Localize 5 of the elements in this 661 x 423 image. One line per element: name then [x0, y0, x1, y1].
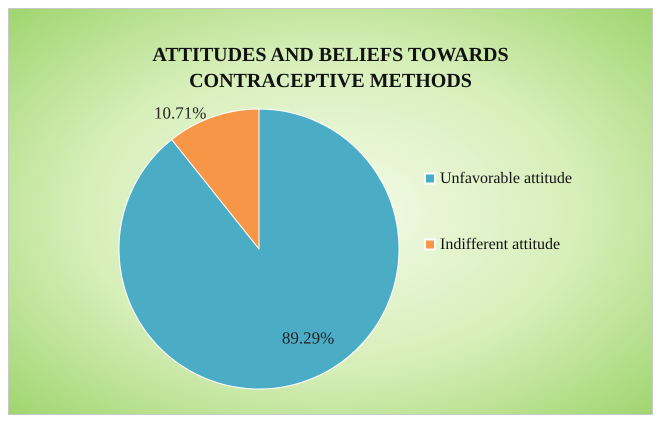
legend-label: Unfavorable attitude — [440, 170, 572, 187]
data-label: 89.29% — [282, 328, 334, 348]
data-label: 10.71% — [154, 104, 206, 123]
legend-label: Indifferent attitude — [440, 236, 560, 253]
chart-title: ATTITUDES AND BELIEFS TOWARDS CONTRACEPTIVE METHODS — [152, 44, 509, 92]
